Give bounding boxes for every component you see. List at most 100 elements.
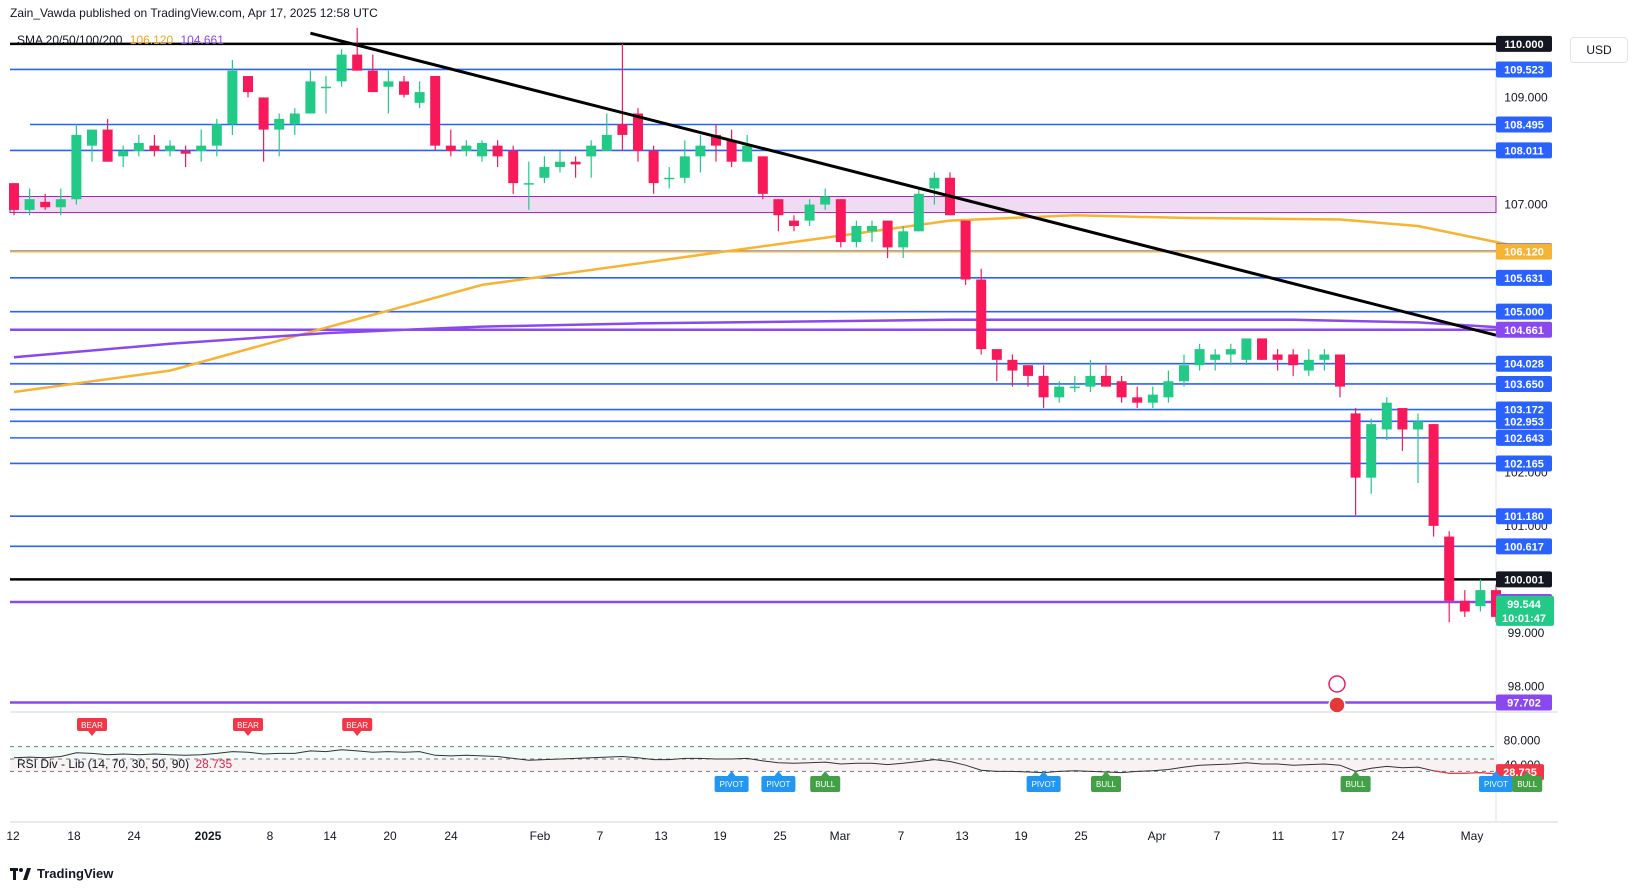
signal-pointer	[1351, 771, 1360, 776]
signal-label: BEAR	[237, 721, 259, 730]
candle-body	[274, 118, 285, 130]
price-label-text: 102.953	[1504, 416, 1544, 428]
candle	[757, 156, 768, 200]
x-tick-label: 19	[713, 829, 727, 843]
candle-body	[445, 145, 456, 151]
candle-body	[196, 145, 207, 151]
y-tick-label: 107.000	[1504, 198, 1548, 212]
candle	[1054, 381, 1065, 403]
price-label-text: 103.650	[1504, 379, 1544, 391]
us-flag-icon	[1328, 696, 1346, 714]
candle	[1194, 343, 1205, 371]
x-tick-label: 24	[127, 829, 141, 843]
candle	[820, 188, 831, 210]
price-label-text: 110.000	[1504, 39, 1543, 51]
candle	[1444, 531, 1455, 623]
candle	[898, 225, 909, 259]
candle	[165, 140, 175, 157]
x-tick-label: 7	[1214, 829, 1221, 843]
candle	[882, 220, 893, 259]
signal-label: PIVOT	[1032, 780, 1056, 789]
candle	[399, 76, 409, 98]
signal-box	[761, 776, 796, 792]
candle	[991, 349, 1002, 382]
x-tick-label: 8	[267, 829, 274, 843]
candle	[1147, 386, 1158, 409]
signal-box	[233, 718, 263, 731]
currency-button[interactable]: USD	[1570, 37, 1628, 63]
candle	[726, 129, 737, 168]
price-label-box	[1496, 694, 1552, 711]
tradingview-logo[interactable]: TradingView	[10, 866, 113, 881]
candle	[383, 70, 394, 114]
candle	[133, 134, 144, 157]
x-tick-label: 7	[597, 829, 604, 843]
price-label-box	[1496, 375, 1552, 392]
candle-body	[570, 161, 581, 165]
candle-body	[726, 140, 737, 162]
signal-pointer	[1039, 771, 1048, 776]
price-label-box	[1496, 455, 1552, 472]
price-label-box	[1496, 269, 1552, 286]
candle	[664, 167, 675, 189]
candle	[87, 129, 97, 162]
candle-body	[742, 145, 753, 162]
candle	[1350, 408, 1361, 516]
candle-body	[55, 199, 66, 208]
candle-body	[1085, 375, 1096, 387]
candle	[1179, 354, 1189, 387]
candle	[258, 97, 269, 162]
candle	[742, 134, 753, 162]
price-label-box	[1496, 303, 1552, 320]
candle	[1413, 413, 1423, 484]
candle	[414, 81, 425, 109]
price-label-box	[1496, 142, 1552, 159]
candle-body	[399, 81, 409, 95]
countdown-text: 10:01:47	[1502, 613, 1546, 625]
signal-box	[714, 776, 749, 792]
candle-body	[430, 76, 441, 146]
signal-pointer	[1523, 771, 1532, 776]
price-label-text: 102.165	[1504, 458, 1544, 470]
candle	[289, 108, 300, 135]
candle	[960, 220, 971, 285]
candle-body	[1303, 359, 1314, 371]
candle	[1397, 408, 1408, 451]
candle-body	[87, 129, 97, 146]
candle-body	[243, 76, 253, 93]
signal-pointer	[1492, 771, 1500, 776]
signal-label: BULL	[1346, 780, 1367, 789]
candle-body	[711, 134, 721, 146]
candle-body	[1459, 600, 1470, 612]
signal-box	[810, 776, 841, 792]
rsi-signal-bear: BEAR	[77, 718, 107, 736]
candle-body	[1147, 394, 1158, 403]
candle	[851, 220, 862, 248]
rsi-signal-bull: BULL	[810, 771, 841, 792]
candle-body	[133, 142, 144, 151]
candle	[1303, 349, 1314, 376]
candle-body	[180, 151, 191, 154]
signal-label: BULL	[1517, 780, 1538, 789]
sma-indicator-legend[interactable]: SMA 20/50/100/200 106.120 104.661	[17, 33, 224, 47]
candle-body	[1132, 397, 1143, 403]
candle	[1319, 349, 1330, 371]
candle	[24, 188, 35, 216]
x-tick-label: 19	[1014, 829, 1028, 843]
candle	[1459, 590, 1470, 617]
price-label-text: 100.617	[1504, 541, 1544, 553]
candle-body	[1225, 349, 1236, 355]
candle	[1272, 349, 1283, 371]
candle-body	[1288, 354, 1299, 366]
candle-body	[1023, 365, 1033, 376]
rsi-indicator-legend[interactable]: RSI Div - Lib (14, 70, 30, 50, 90) 28.73…	[17, 757, 232, 771]
candle-body	[1335, 354, 1345, 387]
x-tick-label: 18	[67, 829, 81, 843]
candle	[461, 140, 472, 157]
candle	[555, 151, 565, 173]
candle	[305, 70, 316, 114]
candle-body	[1319, 354, 1330, 360]
signal-pointer	[727, 771, 736, 776]
price-label-box	[1496, 321, 1552, 338]
